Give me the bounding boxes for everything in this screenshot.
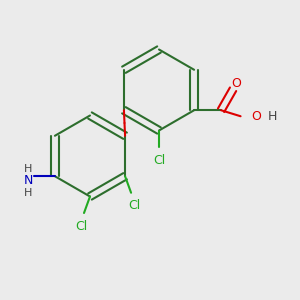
Text: H: H: [24, 188, 33, 198]
Text: H: H: [24, 164, 33, 174]
Text: N: N: [24, 174, 33, 187]
Text: Cl: Cl: [153, 154, 165, 166]
Text: Cl: Cl: [128, 200, 140, 212]
Text: H: H: [268, 110, 277, 123]
Text: O: O: [251, 110, 261, 123]
Text: Cl: Cl: [75, 220, 87, 232]
Text: O: O: [231, 77, 241, 90]
